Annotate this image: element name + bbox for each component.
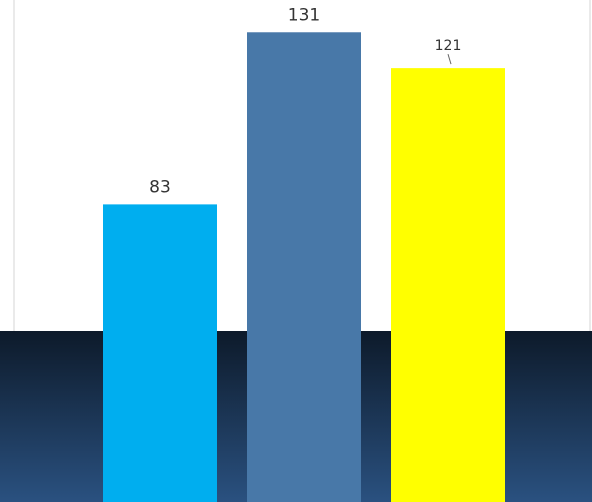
bar-2 (247, 32, 361, 502)
value-label-3: 121 (435, 38, 462, 54)
bar-1 (103, 204, 217, 502)
value-labels-layer: 83 131 121 (149, 5, 461, 197)
value-label-2: 131 (288, 5, 320, 25)
bar-3 (391, 68, 505, 502)
value-label-leader-3 (447, 53, 452, 65)
value-label-1: 83 (149, 177, 171, 197)
bars-layer (103, 32, 505, 502)
